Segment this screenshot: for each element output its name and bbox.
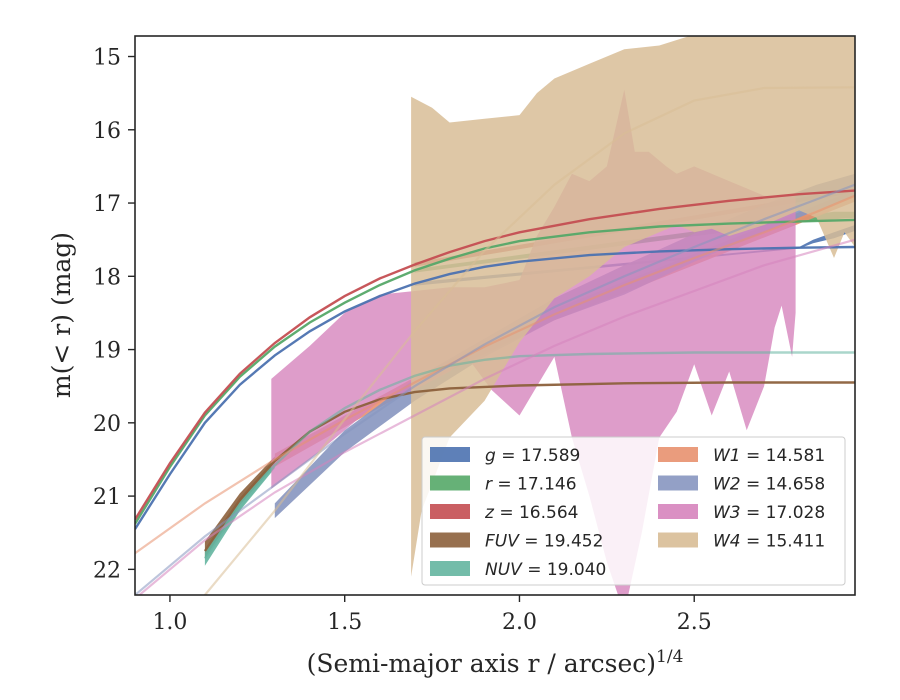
y-tick-label: 20 — [93, 412, 121, 437]
legend-swatch-w2 — [658, 475, 698, 491]
legend-swatch-nuv — [430, 561, 470, 576]
legend-swatch-z — [430, 504, 470, 519]
curve-g — [135, 245, 855, 530]
curve-w4 — [204, 86, 855, 595]
curve-w3 — [137, 238, 855, 595]
curve-fuv — [203, 381, 855, 552]
legend-entry-w1: W1 = 14.581 — [713, 446, 825, 466]
y-axis-label: m(< r) (mag) — [47, 232, 76, 398]
plot-frame — [134, 35, 856, 596]
legend: g = 17.589 r = 17.146 z = 16.564 FUV = 19.4… — [421, 436, 846, 586]
legend-swatch-w1 — [658, 447, 698, 462]
y-tick-label: 18 — [93, 265, 121, 290]
curve-r — [135, 218, 855, 525]
x-axis: 1.0 1.5 2.0 2.5 — [152, 595, 712, 635]
x-axis-label: (Semi-major axis r / arcsec)1/4 — [307, 647, 684, 678]
y-tick-label: 19 — [93, 339, 121, 364]
legend-swatch-w4 — [658, 532, 698, 548]
curve-w1 — [135, 194, 855, 555]
legend-swatch-g — [430, 447, 470, 462]
curve-z — [135, 189, 855, 521]
curve-layer — [135, 86, 855, 595]
legend-entry-w4: W4 = 15.411 — [713, 532, 825, 552]
y-tick-label: 22 — [93, 558, 121, 583]
legend-entry-z: z = 16.564 — [484, 503, 578, 523]
x-tick-label: 1.0 — [152, 610, 187, 635]
legend-swatch-w3 — [658, 504, 698, 519]
y-tick-label: 15 — [93, 46, 121, 71]
curve-nuv — [203, 351, 855, 560]
legend-entry-nuv: NUV = 19.040 — [485, 560, 606, 580]
x-tick-label: 2.0 — [502, 610, 537, 635]
band-w4 — [411, 36, 855, 577]
x-tick-label: 2.5 — [677, 610, 712, 635]
y-axis: 15 16 17 18 19 20 21 22 — [93, 46, 135, 583]
legend-entry-w2: W2 = 14.658 — [713, 475, 825, 495]
legend-entry-r: r = 17.146 — [485, 475, 577, 495]
legend-entry-fuv: FUV = 19.452 — [485, 532, 603, 552]
y-tick-label: 21 — [93, 485, 121, 510]
y-tick-label: 16 — [93, 119, 121, 144]
y-tick-label: 17 — [93, 192, 121, 217]
x-tick-label: 1.5 — [327, 610, 362, 635]
legend-swatch-fuv — [430, 532, 470, 548]
legend-entry-g: g = 17.589 — [485, 446, 580, 466]
legend-entry-w3: W3 = 17.028 — [713, 503, 825, 523]
curve-w2 — [135, 183, 855, 595]
legend-frame — [421, 436, 846, 586]
legend-swatch-r — [430, 475, 470, 491]
